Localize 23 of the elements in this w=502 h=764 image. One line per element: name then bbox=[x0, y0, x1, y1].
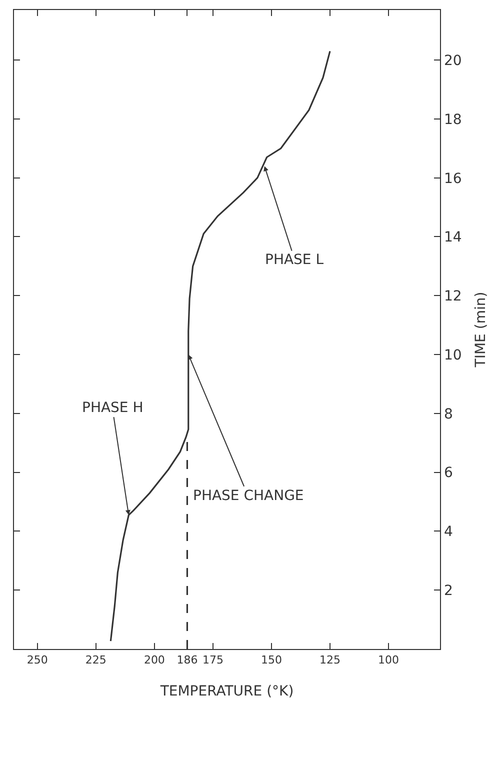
y-tick-label: 14 bbox=[444, 230, 462, 246]
y-tick-label: 8 bbox=[444, 406, 453, 422]
y-tick-label: 16 bbox=[444, 170, 462, 187]
x-axis-title: TEMPERATURE (°K) bbox=[159, 684, 294, 700]
y-tick-label: 4 bbox=[444, 524, 453, 540]
x-tick-label: 200 bbox=[144, 653, 165, 666]
annotation: PHASE H bbox=[82, 400, 144, 416]
y-tick-label: 12 bbox=[444, 288, 462, 305]
annotation: PHASE CHANGE bbox=[193, 488, 304, 504]
annotation: PHASE L bbox=[265, 252, 324, 268]
y-tick-label: 10 bbox=[444, 347, 462, 364]
y-tick-label: 18 bbox=[444, 112, 462, 128]
x-tick-label: 225 bbox=[85, 653, 106, 666]
x-tick-label: 186 bbox=[176, 653, 198, 666]
x-tick-label: 175 bbox=[202, 653, 224, 666]
y-tick-label: 2 bbox=[444, 583, 453, 600]
y-tick-label: 6 bbox=[444, 465, 453, 482]
x-tick-label: 150 bbox=[260, 653, 282, 666]
x-tick-label: 250 bbox=[26, 653, 48, 666]
y-tick-label: 20 bbox=[444, 52, 462, 69]
x-tick-label: 100 bbox=[378, 653, 400, 666]
x-tick-label: 125 bbox=[319, 653, 340, 666]
y-axis-title: TIME (min) bbox=[473, 292, 490, 368]
